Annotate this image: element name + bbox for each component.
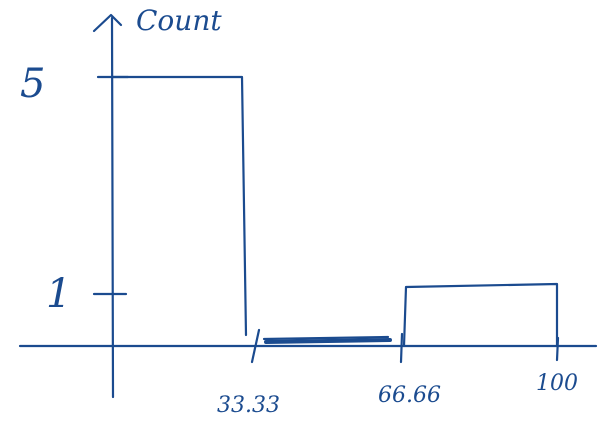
x-tick-label-33: 33.33 [217,393,280,418]
histogram-bar-bin-2 [264,338,392,344]
y-axis-arrowhead [92,13,123,33]
y-tick-label-1: 1 [46,271,71,317]
y-axis [110,16,115,399]
x-tick-66 [399,332,404,364]
y-axis-label: Count [136,4,222,37]
histogram-bar-bin-3 [402,282,559,348]
x-tick-label-66: 66.66 [378,383,441,408]
x-tick-100 [555,336,560,362]
histogram-bar-bin-1 [111,75,248,337]
x-tick-33 [250,328,261,364]
histogram-bar-bin-2-stroke [262,335,390,341]
x-tick-label-100: 100 [536,371,578,396]
y-tick-label-5: 5 [20,61,45,107]
